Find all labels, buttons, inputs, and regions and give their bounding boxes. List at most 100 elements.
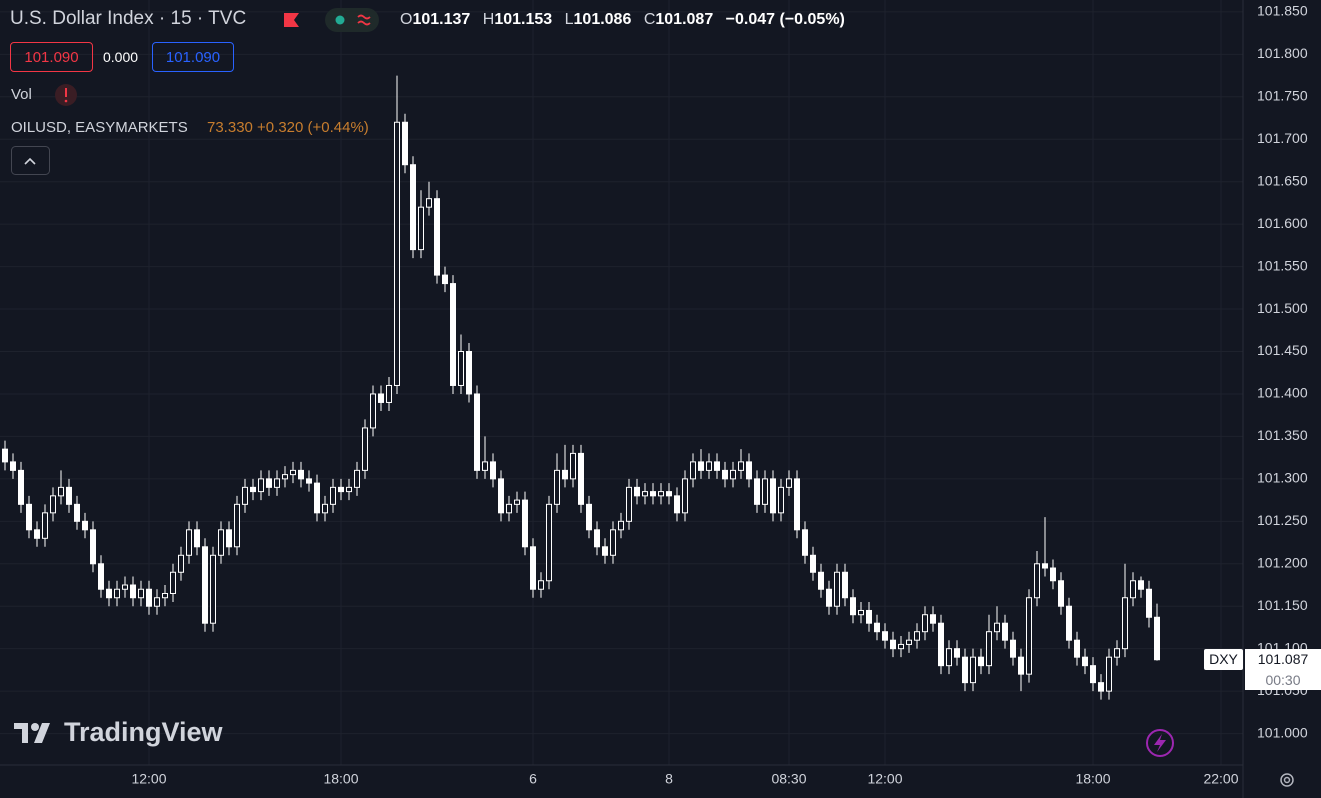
candle-body <box>738 461 744 471</box>
ohlc-label: H <box>482 11 495 28</box>
x-tick-label: 12:00 <box>131 771 166 787</box>
ohlc-legend: O101.137 H101.153 L101.086 C101.087 −0.0… <box>400 11 845 29</box>
delay-icon <box>357 14 371 26</box>
candle-body <box>1098 682 1104 692</box>
candles <box>2 75 1160 700</box>
candle-body <box>786 478 792 488</box>
candle-body <box>986 631 992 667</box>
candle-body <box>730 469 736 480</box>
candle-body <box>234 503 240 548</box>
candle-body <box>418 206 424 251</box>
candle-body <box>1050 567 1056 582</box>
candle-body <box>866 609 872 624</box>
y-tick-label: 101.600 <box>1257 215 1308 231</box>
ohlc-value: 101.137 <box>412 11 471 28</box>
candle-body <box>330 486 336 505</box>
candle-body <box>794 478 800 531</box>
candle-body <box>658 491 664 497</box>
candle-body <box>362 427 368 471</box>
candle-body <box>1058 580 1064 607</box>
candle-body <box>98 563 104 590</box>
y-tick-label: 101.000 <box>1257 724 1308 740</box>
candle-body <box>1130 580 1136 599</box>
candle-body <box>650 491 656 497</box>
y-tick-label: 101.550 <box>1257 257 1308 273</box>
collapse-chevron <box>24 157 36 165</box>
candle-body <box>442 274 448 285</box>
candle-body <box>1026 597 1032 675</box>
logo-dot <box>31 723 39 731</box>
candle-body <box>50 495 56 514</box>
x-tick-label: 18:00 <box>1075 771 1110 787</box>
candle-body <box>530 546 536 590</box>
candle-body <box>970 656 976 684</box>
status-pill[interactable] <box>325 8 379 32</box>
candle-body <box>570 452 576 480</box>
candle-body <box>58 486 64 497</box>
candle-body <box>434 198 440 276</box>
y-tick-label: 101.300 <box>1257 470 1308 486</box>
candle-body <box>338 486 344 493</box>
candle-body <box>474 393 480 471</box>
candle-body <box>194 529 200 548</box>
candle-body <box>578 452 584 505</box>
candle-body <box>1154 616 1160 661</box>
y-tick-label: 101.800 <box>1257 45 1308 61</box>
settings-icon[interactable] <box>1280 773 1294 787</box>
gear-hub <box>1283 776 1291 784</box>
candle-body <box>706 461 712 471</box>
candle-body <box>314 482 320 514</box>
candle-body <box>306 478 312 484</box>
candle-body <box>642 491 648 497</box>
candle-body <box>834 571 840 607</box>
candle-body <box>1042 563 1048 569</box>
candle-body <box>826 588 832 607</box>
logo-stem <box>22 723 28 743</box>
candle-body <box>34 529 40 539</box>
candle-body <box>242 486 248 505</box>
candle-body <box>626 486 632 522</box>
symbol-tag: DXY <box>1204 649 1243 670</box>
buy-button[interactable]: 101.090 <box>152 42 234 72</box>
candle-body <box>26 503 32 531</box>
sell-button[interactable]: 101.090 <box>10 42 93 72</box>
ohlc-value: 101.086 <box>573 11 632 28</box>
alert-bolt <box>1154 734 1166 752</box>
flag-icon[interactable] <box>284 13 299 27</box>
compare-symbol: OILUSD, EASYMARKETS <box>11 119 188 136</box>
candle-body <box>10 461 16 471</box>
x-tick-label: 6 <box>529 771 537 787</box>
candle-body <box>466 351 472 395</box>
candle-body <box>778 486 784 514</box>
candle-body <box>450 283 456 386</box>
x-tick-label: 22:00 <box>1203 771 1238 787</box>
candle-body <box>210 554 216 624</box>
candle-body <box>178 554 184 573</box>
candle-body <box>266 478 272 488</box>
candle-body <box>906 639 912 645</box>
candle-body <box>1002 622 1008 641</box>
candle-body <box>890 639 896 650</box>
candle-body <box>298 469 304 480</box>
x-tick-label: 8 <box>665 771 673 787</box>
candle-body <box>1034 563 1040 599</box>
candle-body <box>146 588 152 607</box>
candle-body <box>714 461 720 471</box>
y-tick-label: 101.150 <box>1257 597 1308 613</box>
candle-body <box>698 461 704 471</box>
candle-body <box>114 588 120 599</box>
logo-bar <box>14 723 28 729</box>
candle-body <box>682 478 688 514</box>
candle-body <box>122 584 128 590</box>
candle-body <box>130 584 136 599</box>
candle-body <box>290 469 296 476</box>
alert-icon[interactable] <box>1146 729 1174 757</box>
candle-body <box>602 546 608 556</box>
candle-body <box>754 478 760 505</box>
candle-body <box>218 529 224 556</box>
candle-body <box>674 495 680 514</box>
candle-body <box>1146 588 1152 618</box>
candle-body <box>394 121 400 386</box>
candle-body <box>586 503 592 531</box>
candle-body <box>42 512 48 539</box>
